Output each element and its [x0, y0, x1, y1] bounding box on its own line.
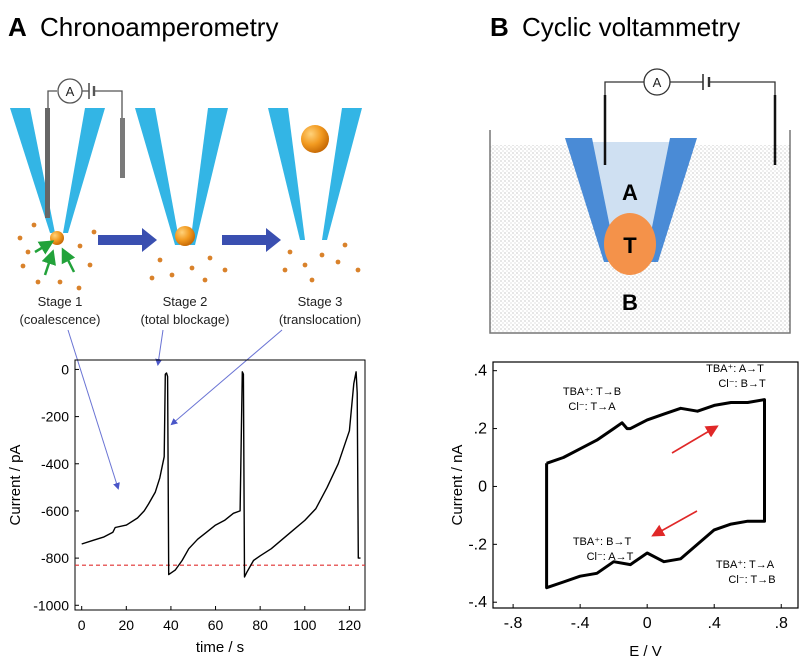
- stage-arrow-1-icon: [98, 228, 157, 252]
- cv-annotation-3-line2: Cl⁻: A→T: [587, 551, 634, 563]
- stage-2-desc: (total blockage): [141, 312, 230, 327]
- stage-arrow-2-icon: [222, 228, 281, 252]
- y-tick-label: -600: [41, 503, 69, 519]
- x-tick-label: -.8: [504, 615, 523, 632]
- y-tick-label: -200: [41, 409, 69, 425]
- y-tick-label: .2: [474, 421, 487, 438]
- plot-frame: [492, 361, 799, 609]
- y-tick-label: 0: [61, 361, 69, 377]
- droplet-t-label: T: [623, 233, 637, 258]
- y-tick-label: -.4: [468, 594, 487, 611]
- panel-a-title-text: Chronoamperometry: [40, 12, 278, 42]
- x-tick-label: .4: [708, 615, 721, 632]
- stage-3-pointer: [170, 329, 283, 426]
- y-tick-label: -400: [41, 456, 69, 472]
- x-tick-label: 100: [293, 617, 317, 633]
- counter-electrode-1: [120, 118, 125, 178]
- x-tick-label: 40: [163, 617, 179, 633]
- stage-1-label: Stage 1: [38, 294, 83, 309]
- cv-annotation-1-line2: Cl⁻: T→A: [568, 401, 616, 413]
- series-line-0: [81, 371, 361, 578]
- scan-forward-arrow: [671, 425, 719, 454]
- panel-a-circuit: A: [47, 78, 125, 178]
- droplet-blocking-icon: [175, 226, 195, 246]
- stage-1-pipette: [10, 108, 105, 291]
- x-tick-label: 120: [338, 617, 362, 633]
- stage-2-pointer: [155, 329, 164, 366]
- stage-3-label: Stage 3: [298, 294, 343, 309]
- panel-b-title-text: Cyclic voltammetry: [522, 12, 740, 42]
- panel-b-title: B Cyclic voltammetry: [490, 12, 740, 42]
- stage-1-pointer: [67, 329, 120, 490]
- droplet-icon: [50, 231, 64, 245]
- y-axis-label: Current / pA: [7, 445, 24, 526]
- x-tick-label: 0: [78, 617, 86, 633]
- ammeter-label-b: A: [653, 75, 662, 90]
- y-axis-label: Current / nA: [449, 445, 466, 526]
- y-tick-label: .4: [474, 363, 487, 380]
- ammeter-label-a: A: [66, 84, 75, 99]
- panel-a-letter: A: [8, 12, 27, 42]
- y-tick-label: 0: [478, 478, 487, 495]
- droplet-t: [604, 213, 656, 275]
- droplet-translocated-icon: [301, 125, 329, 153]
- x-tick-label: 20: [119, 617, 135, 633]
- cv-annotation-2-line1: TBA⁺: A→T: [706, 363, 764, 375]
- x-tick-label: 60: [208, 617, 224, 633]
- stage-1-desc: (coalescence): [20, 312, 101, 327]
- panel-b-letter: B: [490, 12, 509, 42]
- x-axis-label: E / V: [629, 643, 662, 660]
- x-tick-label: .8: [775, 615, 788, 632]
- cv-setup: A T B A: [489, 68, 791, 334]
- scan-reverse-arrow: [651, 510, 698, 537]
- cv-annotation-4-line2: Cl⁻: T→B: [728, 574, 775, 586]
- chronoamperometry-chart: 0 20 40 60 80 100 120 0 -200 -400 -600 -800 -1000 tim…: [7, 359, 366, 656]
- cv-annotation-1-line1: TBA⁺: T→B: [563, 386, 621, 398]
- stage-2-pipette: [135, 108, 228, 283]
- plot-frame: [74, 359, 366, 611]
- y-tick-label: -.2: [468, 536, 487, 553]
- stage-3-pipette: [268, 108, 362, 283]
- phase-a-label: A: [622, 180, 638, 205]
- cv-annotation-2-line2: Cl⁻: B→T: [718, 378, 766, 390]
- phase-b-label: B: [622, 290, 638, 315]
- stage-2-label: Stage 2: [163, 294, 208, 309]
- panel-a-title: A Chronoamperometry: [8, 12, 278, 42]
- cyclic-voltammetry-chart: -.8 -.4 0 .4 .8 .4 .2 0 -.2 -.4 E / V Current / nA: [449, 361, 799, 660]
- series-line-0: [545, 398, 766, 590]
- x-axis-label: time / s: [196, 639, 244, 656]
- y-tick-label: -1000: [33, 597, 69, 613]
- x-tick-label: 80: [252, 617, 268, 633]
- y-tick-label: -800: [41, 550, 69, 566]
- cv-annotation-3-line1: TBA⁺: B→T: [573, 536, 632, 548]
- x-tick-label: 0: [643, 615, 652, 632]
- cv-annotation-4-line1: TBA⁺: T→A: [716, 559, 775, 571]
- x-tick-label: -.4: [571, 615, 590, 632]
- stage-3-desc: (translocation): [279, 312, 361, 327]
